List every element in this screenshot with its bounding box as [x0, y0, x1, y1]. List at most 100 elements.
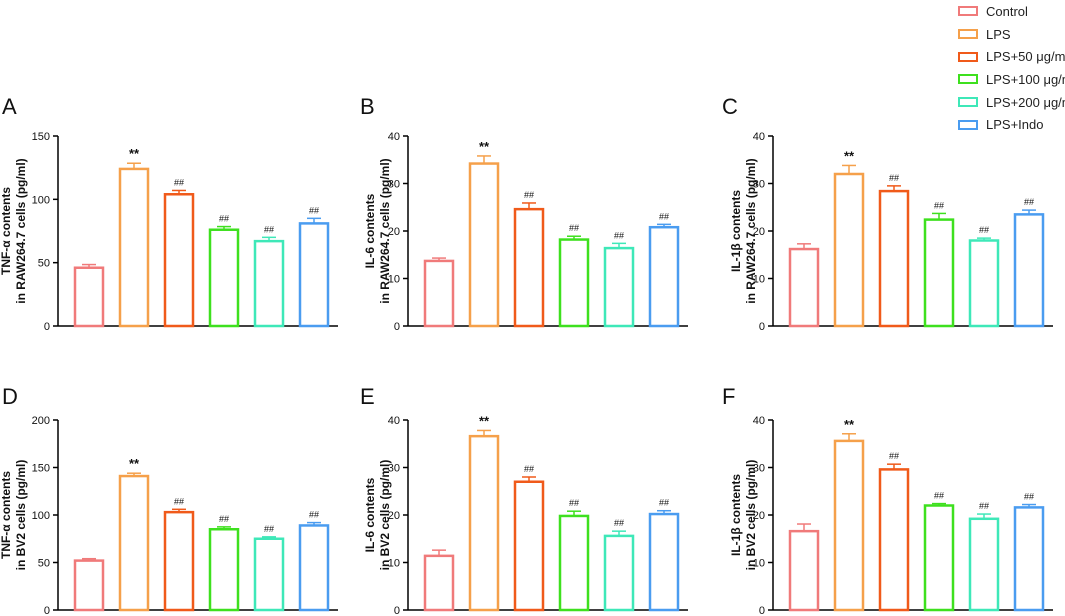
bar	[513, 480, 545, 612]
y-axis-label: in RAW264.7 cells (pg/ml)	[14, 158, 28, 303]
y-tick-label: 0	[44, 321, 50, 333]
significance-label: ##	[659, 498, 669, 508]
y-axis-label: IL-6 contents	[363, 477, 377, 552]
significance-label: ##	[264, 224, 274, 234]
bar	[1013, 506, 1045, 612]
significance-label: ##	[264, 524, 274, 534]
significance-label: ##	[889, 173, 899, 183]
y-tick-label: 30	[388, 463, 400, 475]
y-tick-label: 10	[388, 274, 400, 286]
panel-letter: A	[2, 94, 17, 119]
bar	[923, 504, 955, 612]
y-axis-label: in BV2 cells (pg/ml)	[378, 460, 392, 571]
y-axis-label: IL-6 contents	[363, 193, 377, 268]
bar	[648, 225, 680, 328]
bar	[253, 239, 285, 328]
y-axis-label: in RAW264.7 cells (pg/ml)	[378, 158, 392, 303]
bar	[558, 514, 590, 612]
bar	[923, 218, 955, 328]
y-tick-label: 10	[753, 274, 765, 286]
bar	[788, 247, 820, 328]
y-tick-label: 150	[32, 131, 50, 143]
y-axis-label: in BV2 cells (pg/ml)	[744, 460, 758, 571]
bar	[73, 266, 105, 328]
significance-label: ##	[524, 464, 534, 474]
bar	[968, 517, 1000, 612]
bar	[163, 510, 195, 612]
bar	[833, 439, 865, 612]
y-tick-label: 40	[388, 415, 400, 427]
bar	[878, 189, 910, 328]
y-tick-label: 30	[388, 179, 400, 191]
legend-label: LPS+200 μg/ml YB60	[986, 94, 1065, 110]
bar	[878, 468, 910, 612]
panel-letter: E	[360, 384, 375, 409]
chart-legend: Control LPS LPS+50 μg/ml YB60 LPS+100 μg/ml…	[958, 0, 1065, 136]
panel-letter: F	[722, 384, 735, 409]
legend-label: Control	[986, 3, 1028, 19]
legend-label: LPS	[986, 26, 1011, 42]
y-tick-label: 40	[388, 131, 400, 143]
significance-label: ##	[569, 498, 579, 508]
y-tick-label: 0	[394, 605, 400, 616]
legend-swatch	[958, 97, 978, 108]
significance-label: ##	[174, 496, 184, 506]
significance-label: **	[129, 146, 140, 161]
y-tick-label: 10	[388, 558, 400, 570]
significance-label: ##	[934, 200, 944, 210]
y-axis-label: in BV2 cells (pg/ml)	[14, 460, 28, 571]
bar	[208, 528, 240, 612]
bar	[1013, 213, 1045, 328]
y-tick-label: 20	[388, 510, 400, 522]
significance-label: ##	[889, 451, 899, 461]
legend-swatch	[958, 6, 978, 17]
y-tick-label: 0	[394, 321, 400, 333]
bar	[253, 537, 285, 612]
y-tick-label: 40	[753, 415, 765, 427]
bar	[118, 167, 150, 328]
significance-label: ##	[979, 501, 989, 511]
significance-label: **	[479, 139, 490, 154]
significance-label: **	[129, 456, 140, 471]
bar	[73, 559, 105, 612]
y-tick-label: 150	[32, 463, 50, 475]
panel-letter: B	[360, 94, 375, 119]
y-tick-label: 100	[32, 194, 50, 206]
panel-letter: C	[722, 94, 738, 119]
significance-label: ##	[524, 190, 534, 200]
bar	[603, 246, 635, 328]
bar	[208, 228, 240, 328]
y-tick-label: 100	[32, 510, 50, 522]
y-tick-label: 30	[753, 179, 765, 191]
significance-label: ##	[219, 514, 229, 524]
y-tick-label: 20	[753, 510, 765, 522]
y-tick-label: 10	[753, 558, 765, 570]
significance-label: ##	[219, 214, 229, 224]
bar	[423, 259, 455, 328]
significance-label: ##	[1024, 492, 1034, 502]
legend-swatch	[958, 119, 978, 130]
significance-label: ##	[614, 518, 624, 528]
bar	[468, 162, 500, 328]
significance-label: ##	[659, 211, 669, 221]
legend-label: LPS+100 μg/ml YB60	[986, 71, 1065, 87]
bar	[298, 524, 330, 612]
bar	[163, 193, 195, 328]
significance-label: ##	[614, 230, 624, 240]
significance-label: ##	[979, 225, 989, 235]
bar	[648, 512, 680, 612]
legend-item: LPS+50 μg/ml YB60	[958, 45, 1065, 68]
significance-label: ##	[1024, 197, 1034, 207]
bar	[833, 172, 865, 328]
panel-letter: D	[2, 384, 18, 409]
legend-item: LPS	[958, 23, 1063, 46]
bar	[788, 529, 820, 612]
y-axis-label: IL-1β contents	[729, 190, 743, 272]
y-axis-label: TNF-α contents	[0, 187, 13, 275]
significance-label: ##	[174, 177, 184, 187]
y-tick-label: 30	[753, 463, 765, 475]
y-axis-label: TNF-α contents	[0, 471, 13, 559]
significance-label: **	[844, 417, 855, 432]
bar	[468, 434, 500, 612]
